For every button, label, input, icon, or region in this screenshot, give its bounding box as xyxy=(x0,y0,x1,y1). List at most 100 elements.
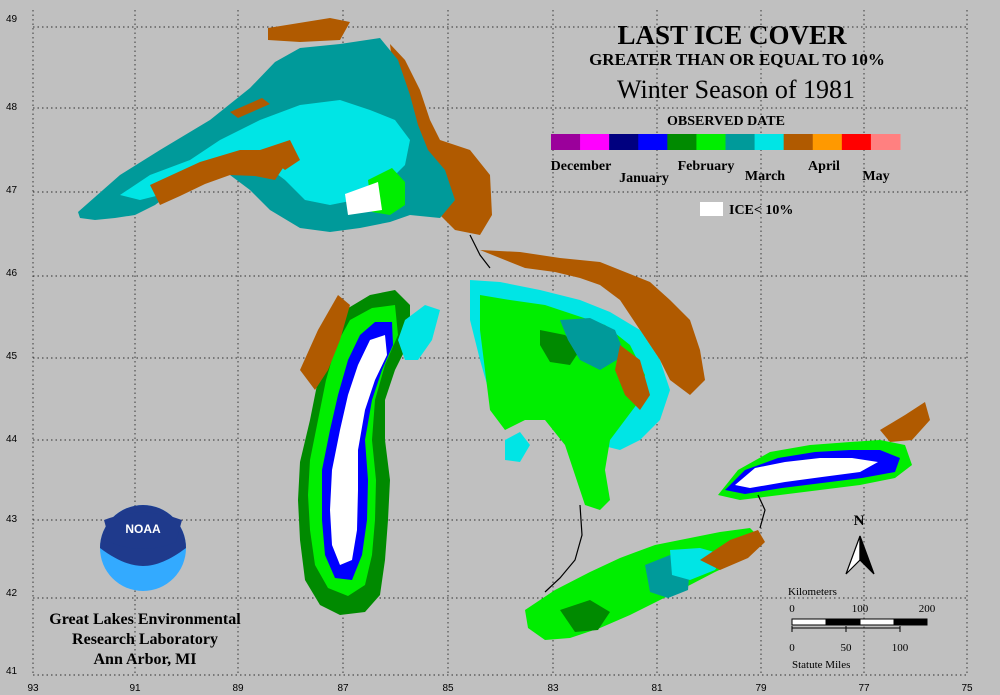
erie-west-basin-ice xyxy=(560,600,610,632)
scale-mi-title: Statute Miles xyxy=(792,659,850,671)
lat-label-41: 41 xyxy=(6,666,18,677)
lon-label-89: 89 xyxy=(232,683,244,694)
lake-michigan xyxy=(298,290,440,615)
huron-ice-march-dark xyxy=(560,318,625,370)
lat-label-47: 47 xyxy=(6,185,18,196)
legend-low-ice-label: ICE< 10% xyxy=(729,203,793,218)
lon-label-75: 75 xyxy=(961,683,973,694)
legend-swatch-december xyxy=(551,134,581,150)
connecting-channels xyxy=(469,234,766,593)
legend-heading: OBSERVED DATE xyxy=(667,114,785,129)
scale-km-segment-1 xyxy=(791,618,827,626)
michigan-green-bay-ice xyxy=(398,305,440,360)
legend-month-labels: December January February March April Ma… xyxy=(551,159,890,186)
lon-label-79: 79 xyxy=(755,683,767,694)
scale-km-tick-0: 0 xyxy=(789,603,795,615)
legend-swatch-december xyxy=(580,134,610,150)
title-block: LAST ICE COVER GREATER THAN OR EQUAL TO … xyxy=(589,20,885,104)
agency-credit: Great Lakes Environmental Research Labor… xyxy=(49,611,241,668)
scale-mi-ticks: 0 50 100 xyxy=(789,642,909,654)
lake-erie xyxy=(525,528,765,640)
scale-mi-bar xyxy=(791,626,901,632)
st-marys-river xyxy=(469,234,491,269)
legend-low-ice-swatch xyxy=(700,202,723,216)
ontario-ice-low xyxy=(735,458,878,488)
lon-label-87: 87 xyxy=(337,683,349,694)
georgian-bay-land xyxy=(615,345,650,410)
michigan-west-shore-land xyxy=(300,295,350,390)
lat-label-46: 46 xyxy=(6,268,18,279)
michigan-ice-low xyxy=(330,335,387,565)
legend: OBSERVED DATE December January February … xyxy=(551,114,901,218)
title-line-1: LAST ICE COVER xyxy=(617,20,847,50)
lat-label-42: 42 xyxy=(6,588,18,599)
superior-south-shore-april xyxy=(150,140,300,205)
scale-km-bar xyxy=(791,618,928,626)
latitude-labels: 49 48 47 46 45 44 43 42 41 xyxy=(6,14,18,677)
huron-north-channel-land xyxy=(480,250,705,395)
lat-label-44: 44 xyxy=(6,434,18,445)
legend-swatch-may xyxy=(870,134,901,150)
scale-km-segment-3 xyxy=(859,618,895,626)
legend-label-january: January xyxy=(619,171,669,186)
legend-swatch-february xyxy=(667,134,697,150)
scale-km-segment-4 xyxy=(893,618,928,626)
lon-label-91: 91 xyxy=(129,683,141,694)
isle-royale-land xyxy=(230,98,270,118)
legend-label-december: December xyxy=(551,159,612,174)
legend-swatch-may xyxy=(841,134,872,150)
lon-label-93: 93 xyxy=(27,683,39,694)
legend-label-february: February xyxy=(678,159,735,174)
scale-km-tick-100: 100 xyxy=(852,603,869,615)
scale-mi-tick-50: 50 xyxy=(841,642,853,654)
legend-swatch-february xyxy=(696,134,726,150)
lat-label-48: 48 xyxy=(6,102,18,113)
lon-label-77: 77 xyxy=(858,683,870,694)
scale-km-tick-200: 200 xyxy=(919,603,936,615)
scale-mi-tick-100: 100 xyxy=(892,642,909,654)
ontario-east-end-april xyxy=(880,402,930,442)
lat-label-45: 45 xyxy=(6,351,18,362)
scale-km-segment-2 xyxy=(825,618,861,626)
legend-label-april: April xyxy=(808,159,840,174)
legend-swatch-april xyxy=(783,134,814,150)
huron-ice-feb-dark xyxy=(540,330,580,365)
st-clair-river xyxy=(544,504,583,593)
legend-label-march: March xyxy=(745,169,785,184)
niagara-river xyxy=(757,494,766,529)
legend-swatch-march xyxy=(754,134,785,150)
north-arrow-label: N xyxy=(854,513,865,529)
scale-km-title: Kilometers xyxy=(788,586,837,598)
noaa-logo: NOAA xyxy=(100,505,186,591)
superior-ice-low xyxy=(345,182,382,215)
lake-huron xyxy=(470,250,705,510)
scale-mi-tick-0: 0 xyxy=(789,642,795,654)
longitude-labels: 93 91 89 87 85 83 81 79 77 75 xyxy=(27,683,973,694)
legend-swatch-march xyxy=(725,134,756,150)
erie-east-end-april xyxy=(700,530,765,570)
lat-label-43: 43 xyxy=(6,514,18,525)
lat-label-49: 49 xyxy=(6,14,18,25)
scale-bar: Kilometers 0 100 200 0 50 100 Statute Mi… xyxy=(788,586,936,671)
legend-color-bar xyxy=(551,134,901,150)
noaa-logo-top xyxy=(104,512,182,549)
lon-label-83: 83 xyxy=(547,683,559,694)
huron-saginaw-bay-ice xyxy=(505,432,530,462)
legend-swatch-april xyxy=(812,134,843,150)
scale-km-ticks: 0 100 200 xyxy=(789,603,936,615)
lon-label-81: 81 xyxy=(651,683,663,694)
north-arrow-icon-dark-half xyxy=(859,535,875,575)
agency-line-2: Research Laboratory xyxy=(72,631,218,648)
north-arrow: N xyxy=(845,513,875,575)
title-line-2: GREATER THAN OR EQUAL TO 10% xyxy=(589,50,885,69)
agency-line-3: Ann Arbor, MI xyxy=(94,651,197,668)
title-line-3: Winter Season of 1981 xyxy=(617,75,855,104)
legend-swatch-january xyxy=(609,134,639,150)
lake-superior xyxy=(78,18,492,235)
lon-label-85: 85 xyxy=(442,683,454,694)
legend-swatch-january xyxy=(638,134,668,150)
agency-line-1: Great Lakes Environmental xyxy=(49,611,241,628)
lake-ontario xyxy=(718,402,930,500)
noaa-logo-text: NOAA xyxy=(125,522,161,536)
